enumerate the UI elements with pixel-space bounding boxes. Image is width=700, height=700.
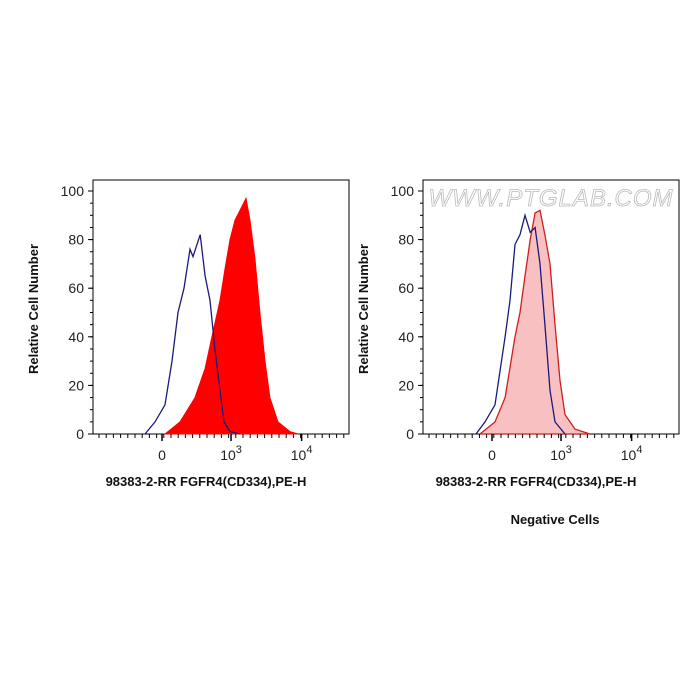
control-histogram	[475, 212, 566, 435]
y-axis-label: Relative Cell Number	[26, 244, 41, 374]
y-tick-label: 100	[61, 183, 85, 199]
histogram-panel-2: 0 20 40 60 80 100 0 103 104 98383-2-RR FGFR4(CD33…	[356, 179, 680, 489]
watermark-logo: WWW.PTGLAB.COM	[428, 185, 673, 212]
y-axis-label: Relative Cell Number	[356, 244, 371, 374]
panel-caption: Negative Cells	[511, 512, 600, 527]
x-tick-label: 103	[220, 444, 242, 463]
y-tick-label: 0	[76, 426, 84, 442]
x-axis-label: 98383-2-RR FGFR4(CD334),PE-H	[436, 474, 637, 489]
x-tick-label: 103	[550, 444, 572, 463]
y-tick-label: 80	[398, 232, 414, 248]
x-axis-label: 98383-2-RR FGFR4(CD334),PE-H	[106, 474, 307, 489]
x-tick-label: 104	[621, 444, 643, 463]
y-tick-label: 0	[406, 426, 414, 442]
negative-histogram	[478, 209, 591, 435]
x-tick-label: 0	[158, 447, 166, 463]
x-tick-label: 104	[291, 444, 313, 463]
y-tick-label: 60	[398, 280, 414, 296]
y-tick-label: 80	[68, 232, 84, 248]
positive-histogram	[163, 196, 299, 435]
y-tick-label: 100	[391, 183, 415, 199]
y-tick-label: 20	[68, 377, 84, 393]
y-tick-label: 60	[68, 280, 84, 296]
y-tick-label: 40	[68, 329, 84, 345]
y-tick-label: 40	[398, 329, 414, 345]
histogram-panel-1: 0 20 40 60 80 100 0 103 104 98383-2-RR FGFR4(CD33…	[26, 179, 350, 489]
control-histogram	[144, 234, 241, 435]
y-tick-label: 20	[398, 377, 414, 393]
x-tick-label: 0	[488, 447, 496, 463]
